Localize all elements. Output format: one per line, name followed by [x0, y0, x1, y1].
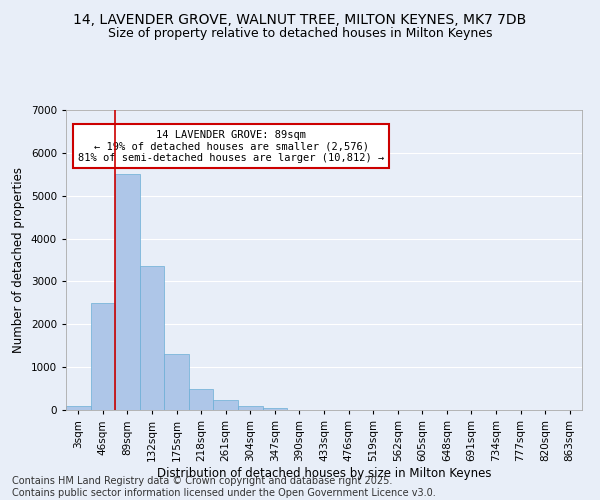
Text: 14 LAVENDER GROVE: 89sqm
← 19% of detached houses are smaller (2,576)
81% of sem: 14 LAVENDER GROVE: 89sqm ← 19% of detach… [78, 130, 384, 162]
Bar [238, 406, 263, 410]
Text: 14, LAVENDER GROVE, WALNUT TREE, MILTON KEYNES, MK7 7DB: 14, LAVENDER GROVE, WALNUT TREE, MILTON … [73, 12, 527, 26]
X-axis label: Distribution of detached houses by size in Milton Keynes: Distribution of detached houses by size … [157, 466, 491, 479]
Y-axis label: Number of detached properties: Number of detached properties [12, 167, 25, 353]
Bar [115, 174, 140, 410]
Text: Size of property relative to detached houses in Milton Keynes: Size of property relative to detached ho… [108, 28, 492, 40]
Bar [263, 408, 287, 410]
Text: Contains HM Land Registry data © Crown copyright and database right 2025.
Contai: Contains HM Land Registry data © Crown c… [12, 476, 436, 498]
Bar [91, 303, 115, 410]
Bar [140, 266, 164, 410]
Bar [66, 406, 91, 410]
Bar [164, 354, 189, 410]
Bar [214, 400, 238, 410]
Bar [189, 390, 214, 410]
